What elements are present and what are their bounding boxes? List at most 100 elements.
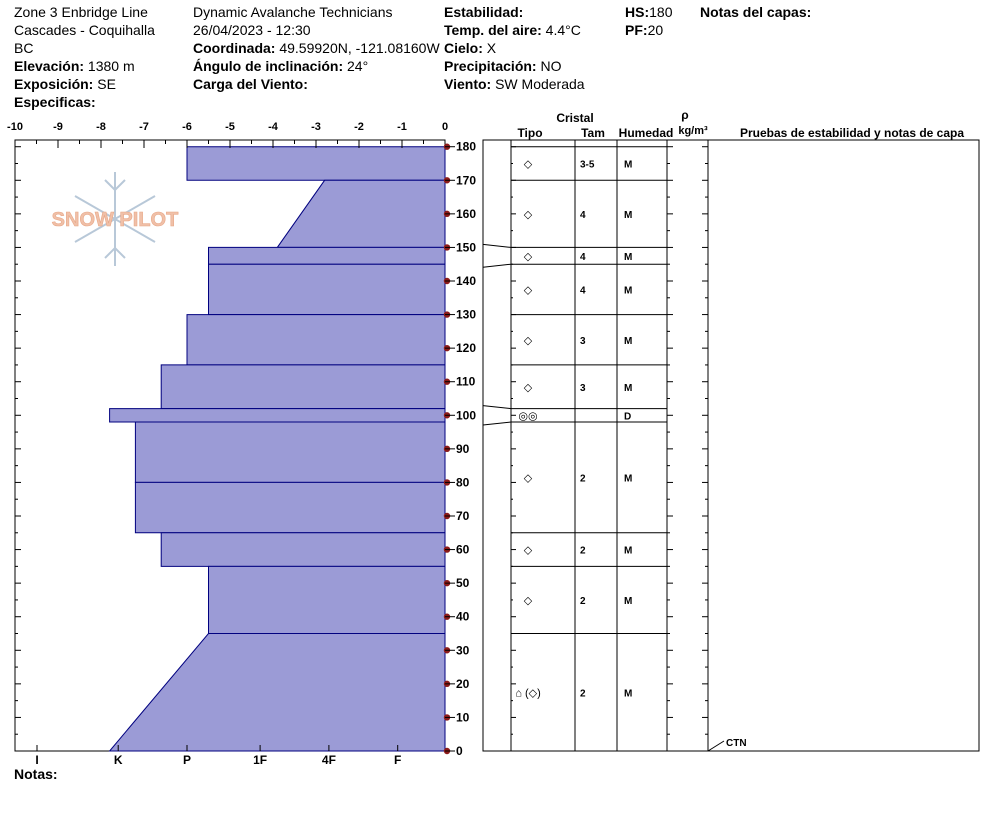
height-tick-label: 30 (456, 643, 470, 657)
height-tick-label: 90 (456, 442, 470, 456)
grain-form: ◇ (524, 595, 533, 607)
precipitation: Precipitación: NO (444, 58, 562, 74)
grain-size: 2 (580, 688, 586, 699)
hardness-layer-4 (186, 314, 446, 366)
hardness-layer-0 (186, 146, 446, 181)
observation-block: Dynamic Avalanche Technicians 26/04/2023… (193, 3, 440, 93)
moisture-value: M (624, 596, 632, 607)
grain-form: ◇ (524, 159, 533, 171)
moisture-header: Humedad (619, 126, 674, 140)
grain-size: 3 (580, 383, 586, 394)
moisture-value: M (624, 285, 632, 296)
hardness-layer-10 (208, 565, 446, 634)
hs: HS:180 (625, 4, 673, 20)
weather-block: Estabilidad: Temp. del aire: 4.4°C Cielo… (444, 3, 585, 93)
temp-tick-label: -3 (311, 121, 321, 133)
height-tick-label: 170 (456, 173, 476, 187)
height-tick-label: 50 (456, 576, 470, 590)
hardness-label: P (183, 753, 191, 767)
grain-form: ◇ (524, 335, 533, 347)
grain-form: ◇ (524, 382, 533, 394)
height-tick-label: 10 (456, 710, 470, 724)
slope-angle: Ángulo de inclinación: 24° (193, 58, 369, 74)
observer: Dynamic Avalanche Technicians (193, 4, 393, 20)
temp-tick-label: -10 (7, 121, 23, 133)
height-tick-label: 0 (456, 744, 463, 758)
grain-size: 4 (580, 285, 586, 296)
location-line-1: Zone 3 Enbridge Line (14, 4, 148, 20)
sky: Cielo: X (444, 40, 497, 56)
snow-depth-block: HS:180 PF:20 (625, 3, 672, 39)
hardness-layer-7 (134, 421, 446, 483)
moisture-value: M (624, 688, 632, 699)
test-label: CTN (726, 738, 747, 749)
moisture-value: M (624, 383, 632, 394)
grain-size: 2 (580, 546, 586, 557)
specifics: Especificas: (14, 94, 96, 110)
height-tick-label: 160 (456, 207, 476, 221)
hardness-layer-5 (160, 364, 446, 410)
wind-load: Carga del Viento: (193, 76, 308, 92)
crystal-header: Cristal (556, 111, 593, 125)
temp-tick-label: -5 (225, 121, 235, 133)
hardness-layer-9 (160, 532, 446, 567)
tests-header: Pruebas de estabilidad y notas de capa (740, 126, 964, 140)
row-connector (482, 243, 512, 248)
location-block: Zone 3 Enbridge Line Cascades - Coquihal… (14, 3, 155, 111)
rho-header: ρ (681, 108, 688, 122)
moisture-value: M (624, 546, 632, 557)
hardness-label: 4F (322, 753, 336, 767)
height-tick-label: 40 (456, 610, 470, 624)
moisture-value: D (624, 411, 631, 422)
hardness-layer-1 (276, 179, 446, 248)
height-tick-label: 150 (456, 240, 476, 254)
height-tick-label: 80 (456, 475, 470, 489)
coordinates: Coordinada: 49.59920N, -121.08160W (193, 40, 440, 56)
height-tick-label: 140 (456, 274, 476, 288)
moisture-value: M (624, 210, 632, 221)
elevation: Elevación: 1380 m (14, 58, 135, 74)
grain-form: ◇ (524, 284, 533, 296)
layer-notes-label: Notas del capas: (700, 4, 812, 20)
hardness-label: K (114, 753, 123, 767)
grain-form: ◇ (524, 472, 533, 484)
hardness-layer-6 (109, 408, 446, 423)
location-line-3: BC (14, 40, 34, 56)
grain-form: ◇ (524, 545, 533, 557)
hardness-label: I (35, 753, 38, 767)
pf: PF:20 (625, 22, 664, 38)
aspect: Exposición: SE (14, 76, 116, 92)
layer-table-frame (482, 139, 980, 752)
test-leader (707, 740, 725, 752)
stability: Estabilidad: (444, 4, 524, 20)
hardness-label: 1F (253, 753, 267, 767)
temp-tick-label: -9 (53, 121, 63, 133)
temp-tick-label: -4 (268, 121, 279, 133)
row-connector (482, 405, 512, 410)
temp-tick-label: -7 (139, 121, 149, 133)
temp-tick-label: -6 (182, 121, 192, 133)
grain-size: 4 (580, 210, 586, 221)
grain-form: ◇ (524, 251, 533, 263)
hardness-layer-3 (208, 263, 446, 316)
height-tick-label: 60 (456, 543, 470, 557)
temp-tick-label: -1 (397, 121, 407, 133)
moisture-value: M (624, 473, 632, 484)
grain-size: 3 (580, 336, 586, 347)
hardness-layer-2 (208, 246, 446, 265)
row-connector (482, 263, 512, 268)
grain-size: 2 (580, 596, 586, 607)
height-tick-label: 110 (456, 375, 476, 389)
wind: Viento: SW Moderada (444, 76, 585, 92)
temp-tick-label: 0 (442, 121, 448, 133)
density-unit-header: kg/m³ (678, 125, 708, 137)
moisture-value: M (624, 252, 632, 263)
grain-size: 2 (580, 473, 586, 484)
hardness-layer-8 (134, 481, 446, 534)
height-tick-label: 120 (456, 341, 476, 355)
temp-tick-label: -8 (96, 121, 106, 133)
grain-size: 3-5 (580, 160, 595, 171)
logo-text: SNOW PILOT (52, 209, 179, 231)
type-header: Tipo (517, 126, 542, 140)
